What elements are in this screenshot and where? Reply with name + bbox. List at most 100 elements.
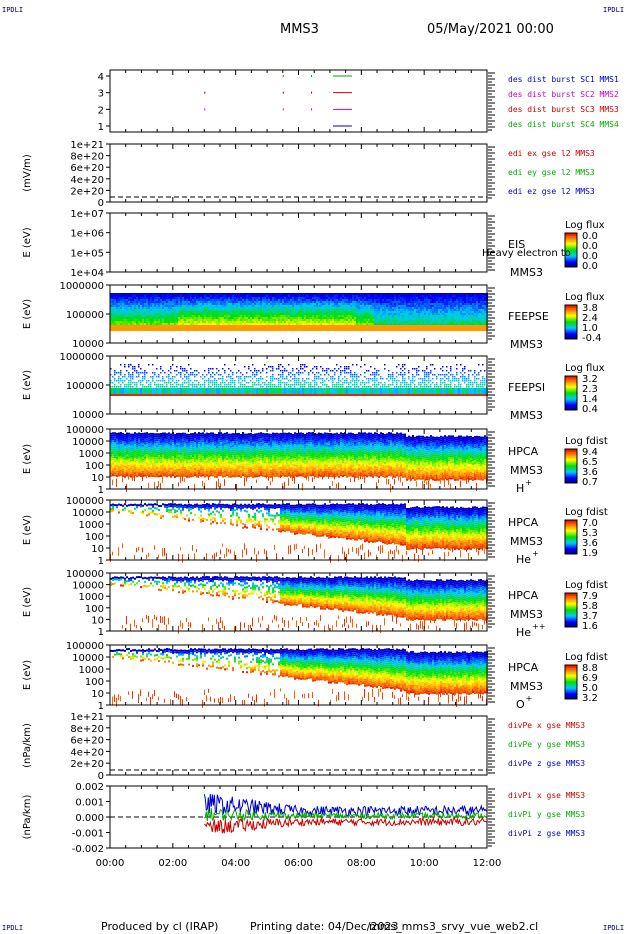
ytick-label-divpe-2: 6e+20 bbox=[70, 736, 104, 747]
frame-burst bbox=[109, 69, 488, 133]
ytick-label-hpca_he-5: 1 bbox=[98, 556, 104, 567]
legend-divpe-1: divPe y gse MMS3 bbox=[508, 740, 585, 749]
spacecraft-label-hpca_o: MMS3 bbox=[510, 680, 543, 693]
instrument-label-hpca_h: HPCA bbox=[508, 445, 539, 458]
panel-content-hpca_o bbox=[110, 648, 488, 708]
frame-divpe bbox=[109, 715, 488, 776]
colorbar-tick-feeps_i-3: 0.4 bbox=[582, 404, 598, 415]
legend-divpe-2: divPe z gse MMS3 bbox=[508, 759, 585, 768]
spacecraft-label-feeps_e: MMS3 bbox=[510, 338, 543, 351]
footer-filename: mms_mms3_srvy_vue_web2.cl bbox=[369, 920, 539, 933]
colorbar-feeps_i bbox=[564, 375, 578, 411]
ytick-label-edi-5: 0 bbox=[98, 198, 104, 209]
divpi-series-2 bbox=[203, 794, 487, 818]
colorbar-tick-feeps_e-3: -0.4 bbox=[582, 333, 602, 344]
charge-label-hpca_he2: ++ bbox=[532, 622, 545, 631]
legend-divpi-2: divPi z gse MMS3 bbox=[508, 829, 585, 838]
ytick-label-hpca_o-3: 100 bbox=[85, 677, 104, 688]
ytick-label-divpe-5: 0 bbox=[98, 771, 104, 782]
colorbar-tick-feeps_i-1: 2.3 bbox=[582, 384, 598, 395]
ytick-label-edi-2: 6e+20 bbox=[70, 163, 104, 174]
legend-burst-0: des dist burst SC1 MMS1 bbox=[508, 75, 619, 84]
ytick-label-eis-1: 1e+06 bbox=[70, 229, 104, 240]
spacecraft-label-hpca_he: MMS3 bbox=[510, 535, 543, 548]
ytick-label-hpca_he2-1: 10000 bbox=[72, 581, 104, 592]
ytick-label-divpe-1: 8e+20 bbox=[70, 724, 104, 735]
colorbar-tick-feeps_e-0: 3.8 bbox=[582, 303, 598, 314]
colorbar-title-hpca_he2: Log fdist bbox=[565, 580, 608, 591]
charge-label-hpca_h: + bbox=[525, 478, 532, 487]
footer-producer: Produced by cl (IRAP) bbox=[101, 920, 219, 933]
colorbar-tick-hpca_h-3: 0.7 bbox=[582, 477, 598, 488]
ytick-label-hpca_h-4: 10 bbox=[91, 473, 104, 484]
colorbar-tick-hpca_h-0: 9.4 bbox=[582, 447, 598, 458]
colorbar-tick-hpca_o-1: 6.9 bbox=[582, 673, 598, 684]
ytick-label-hpca_h-3: 100 bbox=[85, 461, 104, 472]
ytick-label-edi-1: 8e+20 bbox=[70, 152, 104, 163]
datetime-title: 05/May/2021 00:00 bbox=[427, 22, 554, 37]
frame-eis bbox=[109, 212, 488, 273]
ylabel-hpca_he2: E (eV) bbox=[22, 587, 33, 617]
xtick-label-0: 00:00 bbox=[96, 858, 125, 869]
ytick-label-divpe-0: 1e+21 bbox=[70, 712, 104, 723]
ytick-label-hpca_he2-4: 10 bbox=[91, 615, 104, 626]
corner-label-top-right: IPDLI bbox=[603, 6, 625, 14]
ytick-label-hpca_he-1: 10000 bbox=[72, 508, 104, 519]
legend-divpe-0: divPe x gse MMS3 bbox=[508, 721, 585, 730]
colorbar-title-feeps_e: Log flux bbox=[565, 292, 605, 303]
ylabel-feeps_e: E (eV) bbox=[22, 299, 33, 329]
spacecraft-label-eis: MMS3 bbox=[510, 266, 543, 279]
instrument-label-feeps_i: FEEPSI bbox=[508, 381, 545, 394]
ylabel-hpca_h: E (eV) bbox=[22, 444, 33, 474]
ytick-label-hpca_h-2: 1000 bbox=[79, 449, 104, 460]
ytick-label-eis-0: 1e+07 bbox=[70, 209, 104, 220]
ytick-label-feeps_e-2: 10000 bbox=[72, 339, 104, 350]
ytick-label-feeps_i-2: 10000 bbox=[72, 410, 104, 421]
burst-point-3 bbox=[282, 108, 284, 111]
ylabel-eis: E (eV) bbox=[22, 227, 33, 257]
ylabel-hpca_he: E (eV) bbox=[22, 515, 33, 545]
colorbar-tick-hpca_he-0: 7.0 bbox=[582, 518, 598, 529]
instrument-label-hpca_he: HPCA bbox=[508, 516, 539, 529]
burst-point-1 bbox=[204, 108, 206, 111]
colorbar-tick-hpca_he-3: 1.9 bbox=[582, 548, 598, 559]
colorbar-tick-hpca_he-2: 3.6 bbox=[582, 538, 598, 549]
ytick-label-burst-0: 4 bbox=[98, 72, 104, 83]
divpi-series-1 bbox=[204, 808, 487, 822]
colorbar-tick-hpca_he-1: 5.3 bbox=[582, 528, 598, 539]
colorbar-tick-feeps_i-0: 3.2 bbox=[582, 374, 598, 385]
ytick-label-divpi-3: -0.001 bbox=[72, 829, 104, 840]
instrument-label-feeps_e: FEEPSE bbox=[508, 310, 549, 323]
spacecraft-label-hpca_h: MMS3 bbox=[510, 464, 543, 477]
xtick-label-3: 06:00 bbox=[284, 858, 313, 869]
ytick-label-hpca_h-0: 100000 bbox=[66, 425, 104, 436]
colorbar-feeps_e bbox=[564, 304, 578, 340]
ytick-label-edi-3: 4e+20 bbox=[70, 175, 104, 186]
colorbar-tick-hpca_he2-2: 3.7 bbox=[582, 611, 598, 622]
ytick-label-divpi-0: 0.002 bbox=[75, 782, 104, 793]
colorbar-tick-hpca_he2-3: 1.6 bbox=[582, 621, 598, 632]
colorbar-hpca_he2 bbox=[564, 592, 578, 628]
ytick-label-hpca_he-4: 10 bbox=[91, 544, 104, 555]
colorbar-tick-feeps_e-2: 1.0 bbox=[582, 323, 598, 334]
burst-point-0 bbox=[204, 91, 206, 94]
ytick-label-hpca_o-1: 10000 bbox=[72, 653, 104, 664]
ytick-label-feeps_i-1: 100000 bbox=[66, 381, 104, 392]
ytick-label-hpca_o-0: 100000 bbox=[66, 641, 104, 652]
burst-point-6 bbox=[282, 75, 284, 77]
panel-content-feeps_i bbox=[110, 364, 488, 396]
species-label-hpca_h: H bbox=[516, 482, 524, 495]
ylabel-divpi: (nPa/km) bbox=[22, 795, 33, 840]
colorbar-tick-hpca_o-3: 3.2 bbox=[582, 693, 598, 704]
colorbar-tick-eis-0: 0.0 bbox=[582, 231, 598, 242]
colorbar-eis bbox=[564, 232, 578, 268]
ytick-label-divpi-1: 0.001 bbox=[75, 798, 104, 809]
ytick-label-burst-2: 2 bbox=[98, 105, 104, 116]
instrument-label-eis: EIS bbox=[508, 238, 525, 251]
instrument-label-hpca_he2: HPCA bbox=[508, 589, 539, 602]
colorbar-tick-hpca_he2-1: 5.8 bbox=[582, 601, 598, 612]
panel-content-feeps_e bbox=[110, 293, 488, 331]
ytick-label-hpca_h-5: 1 bbox=[98, 485, 104, 496]
panel-content-hpca_h bbox=[110, 432, 488, 493]
ytick-label-hpca_h-1: 10000 bbox=[72, 437, 104, 448]
